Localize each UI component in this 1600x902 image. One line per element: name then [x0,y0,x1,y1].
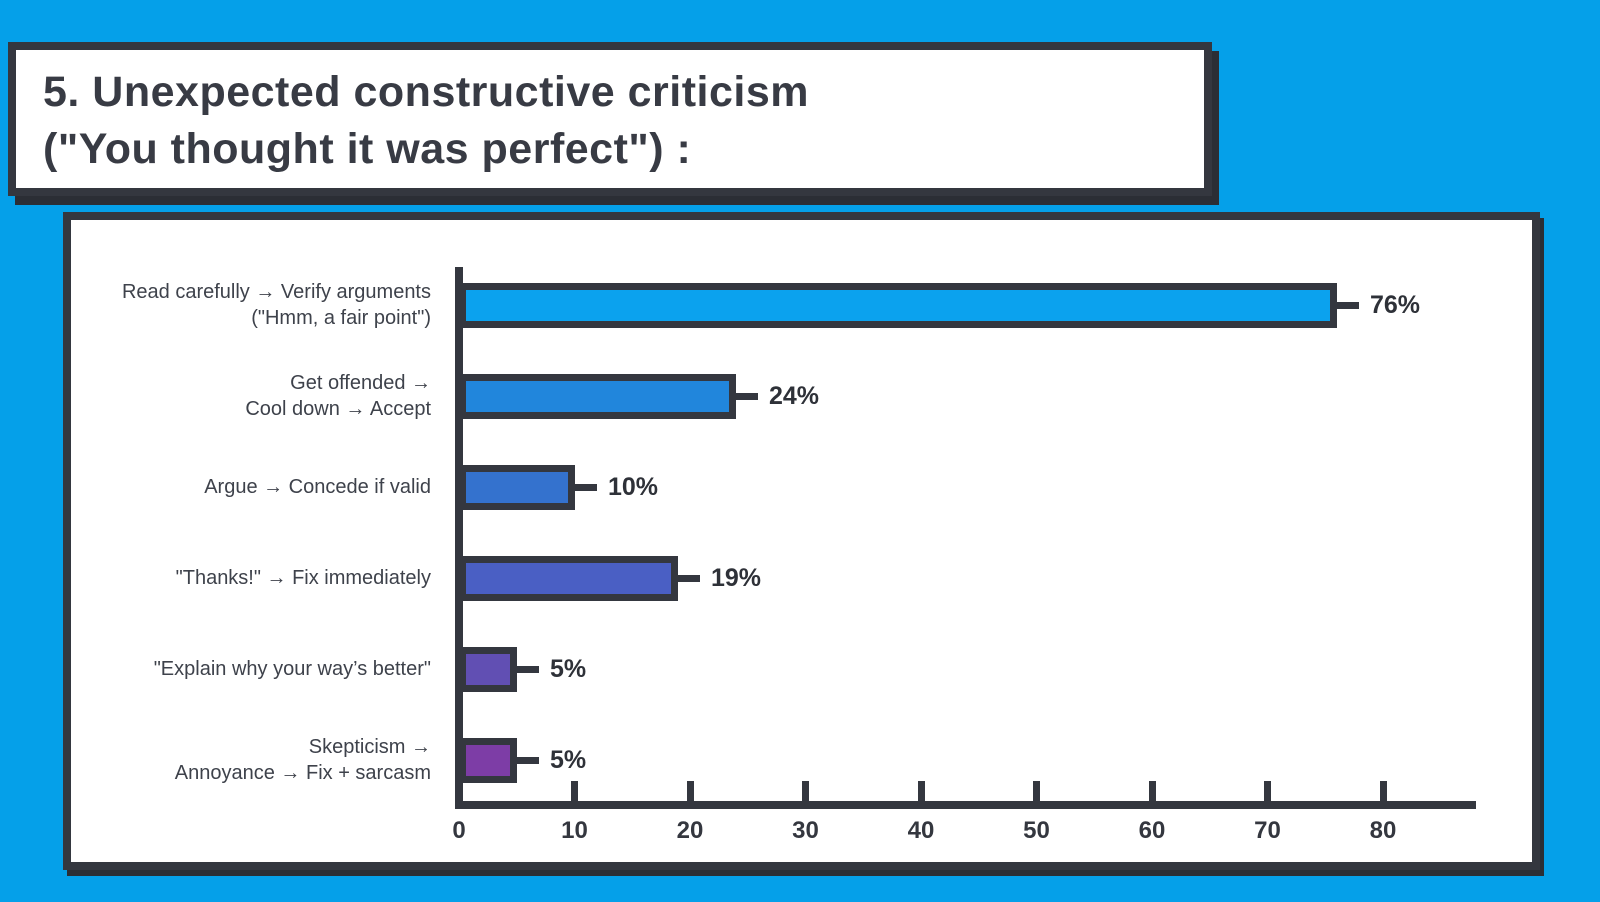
category-label-line: Argue → Concede if valid [204,476,431,498]
value-connector-2 [575,483,597,491]
chart-card: Read carefully → Verify arguments ("Hmm, … [63,212,1540,870]
category-label-line: Get offended → [290,372,431,394]
value-connector-5 [517,756,539,764]
value-connector-1 [736,392,758,400]
bar-2 [459,464,575,510]
category-label-5: Skepticism → Annoyance → Fix + sarcasm [71,715,431,805]
value-label-3: 19% [711,563,762,592]
bar-5 [459,737,517,783]
x-axis-tick-80 [1379,781,1387,802]
bar-3 [459,555,678,601]
x-axis-tick-label-20: 20 [676,817,704,844]
x-axis-tick-10 [571,781,578,802]
x-axis-tick-label-60: 60 [1138,817,1166,844]
value-connector-3 [678,574,700,582]
bar-row-3: 19% [459,555,762,601]
category-label-line: Annoyance → Fix + sarcasm [174,762,431,784]
page-title-line2: ("You thought it was perfect") : [43,125,692,173]
x-axis-tick-50 [1033,781,1040,802]
bar-4 [459,646,517,692]
category-label-0: Read carefully → Verify arguments ("Hmm, … [71,260,431,350]
x-axis-tick-30 [802,781,809,802]
x-axis-tick-0 [455,781,463,802]
page-title: 5. Unexpected constructive criticism ("Y… [43,64,1174,178]
category-label-line: Cool down → Accept [245,398,431,420]
title-card: 5. Unexpected constructive criticism ("Y… [8,42,1212,196]
category-label-line: "Explain why your way’s better" [153,658,431,680]
bar-1 [459,373,736,419]
x-axis-tick-label-0: 0 [452,817,466,844]
category-label-1: Get offended → Cool down → Accept [71,351,431,441]
category-label-2: Argue → Concede if valid [71,442,431,532]
x-axis-tick-label-50: 50 [1023,817,1050,844]
bar-row-2: 10% [459,464,659,510]
category-label-4: "Explain why your way’s better" [71,624,431,714]
bar-row-4: 5% [459,646,587,692]
value-label-0: 76% [1370,290,1421,319]
x-axis-tick-label-30: 30 [792,817,819,844]
value-label-4: 5% [550,654,587,683]
x-axis-tick-label-80: 80 [1369,817,1397,844]
x-axis-tick-label-70: 70 [1254,817,1281,844]
bar-chart: Read carefully → Verify arguments ("Hmm, … [71,220,1532,862]
x-axis-tick-20 [686,781,694,802]
bar-row-1: 24% [459,373,820,419]
x-axis-tick-label-10: 10 [561,817,588,844]
bar-row-0: 76% [459,282,1421,328]
value-connector-0 [1337,301,1359,309]
category-label-3: "Thanks!" → Fix immediately [71,533,431,623]
page-title-line1: 5. Unexpected constructive criticism [43,68,810,116]
bar-row-5: 5% [459,737,587,783]
x-axis-line [455,801,1476,809]
y-axis-line [455,267,463,809]
value-connector-4 [517,665,539,673]
category-label-line: "Thanks!" → Fix immediately [175,567,431,589]
x-axis-tick-70 [1264,781,1271,802]
plot-area: 0 10 20 30 40 50 60 70 80 76% 24% 10% 19% 5% 5% [452,267,1476,844]
category-label-line: ("Hmm, a fair point") [251,307,431,329]
x-axis-tick-40 [917,781,925,802]
x-axis-tick-label-40: 40 [907,817,935,844]
x-axis-tick-60 [1148,781,1156,802]
value-label-1: 24% [769,381,820,410]
value-label-5: 5% [550,745,587,774]
category-label-line: Read carefully → Verify arguments [121,281,431,303]
bar-0 [459,282,1337,328]
category-label-line: Skepticism → [308,736,431,758]
value-label-2: 10% [608,472,659,501]
